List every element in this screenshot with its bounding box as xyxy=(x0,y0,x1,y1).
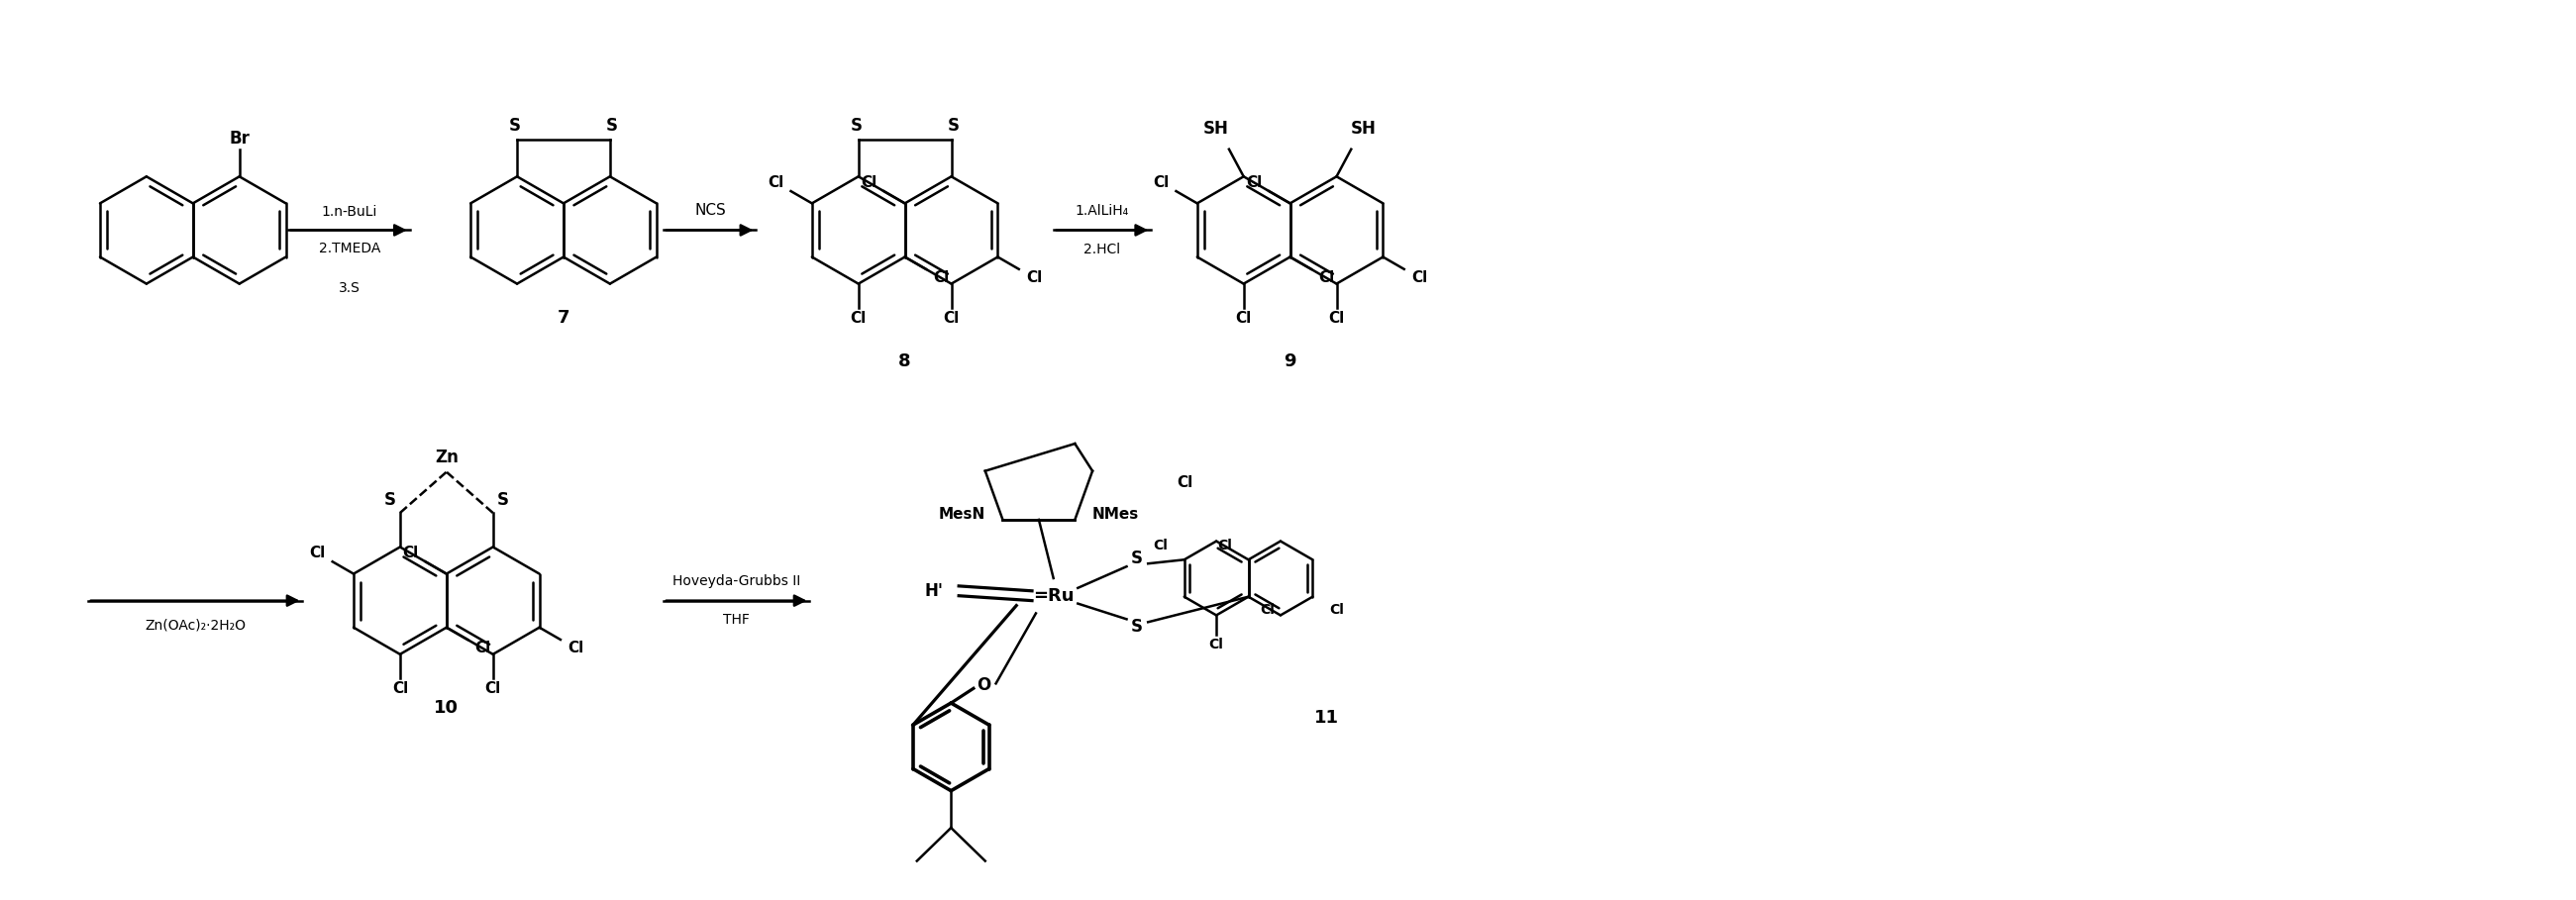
Text: NCS: NCS xyxy=(696,202,726,218)
Text: Cl: Cl xyxy=(1412,271,1427,285)
Text: S: S xyxy=(850,117,863,135)
Text: Cl: Cl xyxy=(1247,175,1262,190)
Text: Br: Br xyxy=(229,130,250,148)
Text: THF: THF xyxy=(724,613,750,627)
Text: Cl: Cl xyxy=(1218,539,1231,553)
Text: NMes: NMes xyxy=(1092,508,1139,522)
Text: 7: 7 xyxy=(556,309,569,327)
Text: Cl: Cl xyxy=(1154,175,1170,190)
Text: Cl: Cl xyxy=(392,681,407,697)
Text: SH: SH xyxy=(1203,120,1229,138)
Text: Cl: Cl xyxy=(1319,271,1334,285)
Text: Cl: Cl xyxy=(474,641,492,656)
Text: Cl: Cl xyxy=(860,175,876,190)
Text: Cl: Cl xyxy=(1329,604,1345,617)
Text: SH: SH xyxy=(1350,120,1376,138)
Text: 1.AlLiH₄: 1.AlLiH₄ xyxy=(1074,203,1128,218)
Text: S: S xyxy=(1131,550,1141,568)
Text: Cl: Cl xyxy=(768,175,783,190)
Text: Cl: Cl xyxy=(1177,475,1193,490)
Text: Hoveyda-Grubbs II: Hoveyda-Grubbs II xyxy=(672,574,801,588)
Text: 10: 10 xyxy=(435,699,459,716)
Text: 2.HCl: 2.HCl xyxy=(1084,243,1121,256)
Text: Cl: Cl xyxy=(402,545,417,561)
Text: Cl: Cl xyxy=(484,681,500,697)
Text: S: S xyxy=(497,491,507,509)
Text: Zn: Zn xyxy=(435,448,459,466)
Text: S: S xyxy=(1131,618,1141,636)
Text: Cl: Cl xyxy=(309,545,325,561)
Text: O: O xyxy=(976,677,989,695)
Text: Cl: Cl xyxy=(1329,311,1345,326)
Text: MesN: MesN xyxy=(938,508,984,522)
Text: 9: 9 xyxy=(1283,353,1296,371)
Text: Cl: Cl xyxy=(850,311,866,326)
Text: =Ru: =Ru xyxy=(1033,587,1074,605)
Text: S: S xyxy=(384,491,397,509)
Text: Cl: Cl xyxy=(1025,271,1043,285)
Text: H': H' xyxy=(925,582,943,599)
Text: S: S xyxy=(605,117,618,135)
Text: Cl: Cl xyxy=(943,311,958,326)
Text: Cl: Cl xyxy=(1260,604,1275,617)
Text: Cl: Cl xyxy=(1208,638,1224,652)
Text: Zn(OAc)₂·2H₂O: Zn(OAc)₂·2H₂O xyxy=(144,618,245,632)
Text: Cl: Cl xyxy=(1236,311,1252,326)
Text: 1.n-BuLi: 1.n-BuLi xyxy=(322,204,376,219)
Text: 11: 11 xyxy=(1314,708,1340,726)
Text: S: S xyxy=(948,117,958,135)
Text: Cl: Cl xyxy=(1154,539,1167,553)
Text: 3.S: 3.S xyxy=(337,281,361,294)
Text: 2.TMEDA: 2.TMEDA xyxy=(319,242,381,256)
Text: 8: 8 xyxy=(899,353,912,371)
Text: Cl: Cl xyxy=(567,641,585,656)
Text: S: S xyxy=(510,117,520,135)
Text: Cl: Cl xyxy=(933,271,948,285)
